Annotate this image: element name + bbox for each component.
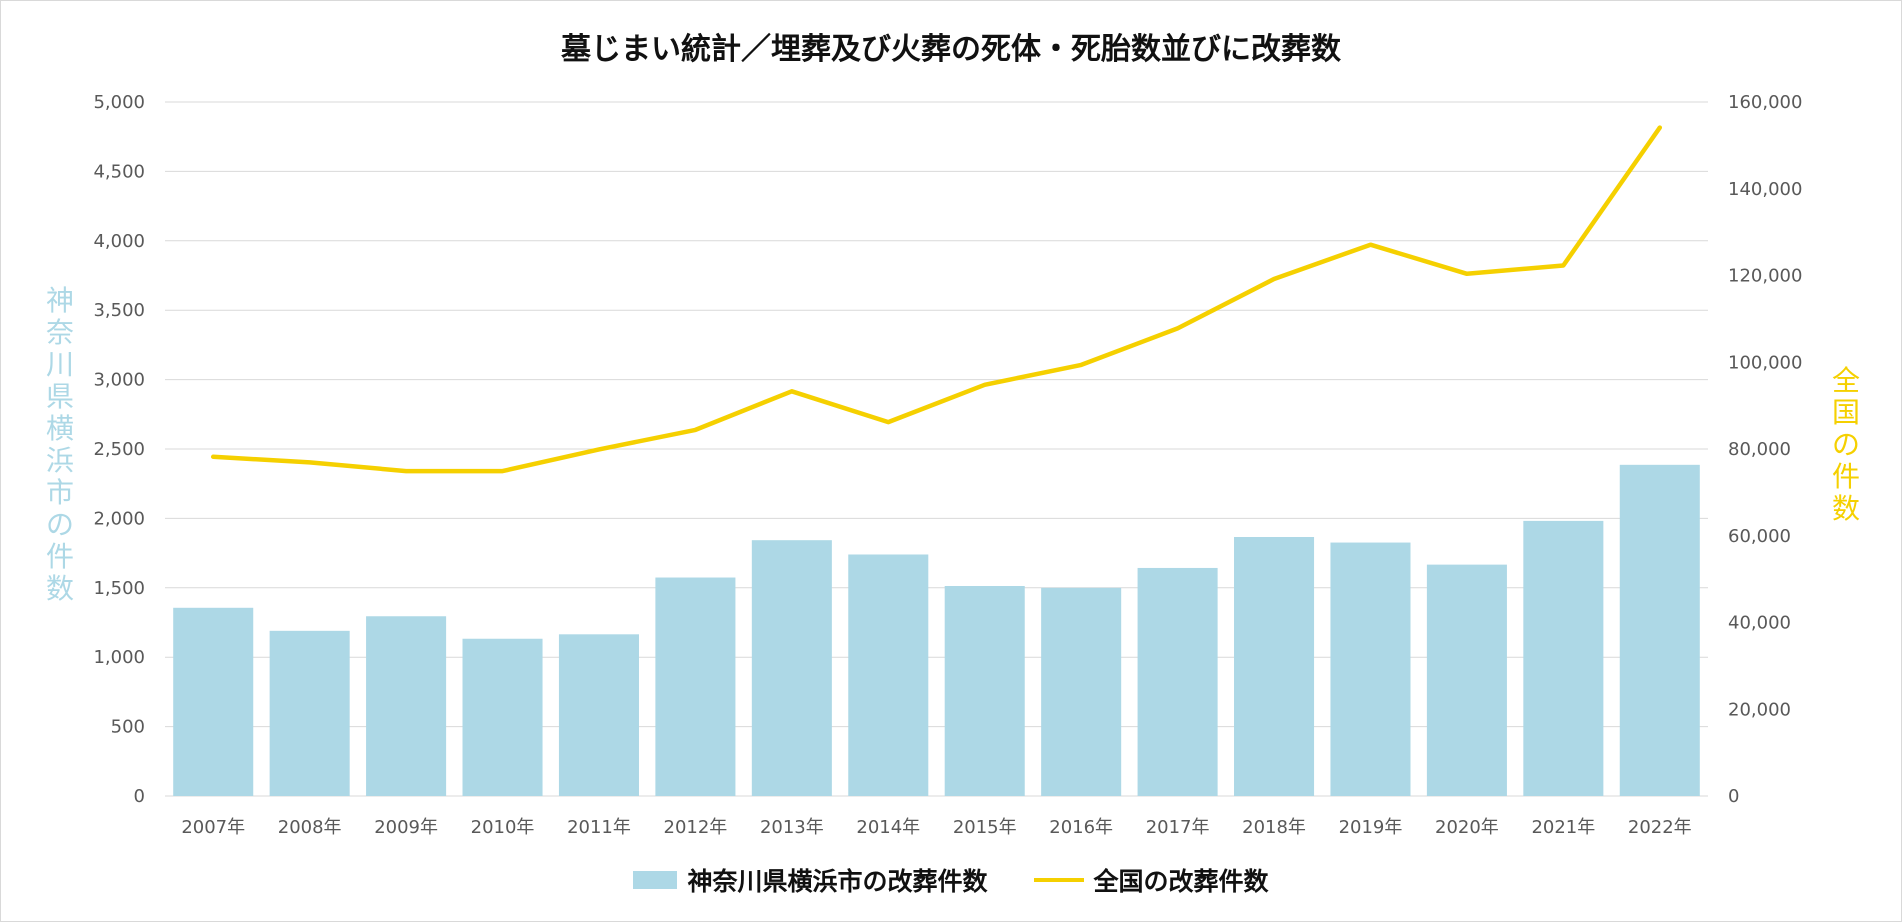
y-right-tick-label: 80,000 bbox=[1728, 439, 1791, 460]
x-tick-label: 2019年 bbox=[1339, 817, 1403, 838]
bar bbox=[1426, 564, 1507, 796]
x-tick-label: 2009年 bbox=[374, 817, 438, 838]
x-tick-label: 2021年 bbox=[1531, 817, 1595, 838]
bar bbox=[1619, 464, 1700, 796]
bar bbox=[173, 607, 254, 796]
series-line bbox=[210, 125, 1663, 474]
y-right-tick-label: 160,000 bbox=[1728, 92, 1802, 113]
y-left-tick-label: 2,000 bbox=[93, 508, 145, 529]
y-left-tick-label: 3,500 bbox=[93, 300, 145, 321]
bar bbox=[1041, 587, 1122, 796]
x-tick-label: 2007年 bbox=[181, 817, 245, 838]
bar bbox=[1234, 536, 1315, 796]
y-left-tick-label: 500 bbox=[111, 717, 145, 738]
legend-swatch-line bbox=[1033, 878, 1084, 882]
x-tick-label: 2017年 bbox=[1146, 817, 1210, 838]
y-left-tick-label: 0 bbox=[134, 786, 145, 807]
legend-item-line: 全国の改葬件数 bbox=[1033, 862, 1269, 898]
x-tick-label: 2018年 bbox=[1242, 817, 1306, 838]
y-right-tick-label: 0 bbox=[1728, 786, 1739, 807]
bar bbox=[269, 630, 350, 796]
x-tick-label: 2010年 bbox=[471, 817, 535, 838]
bar bbox=[1330, 542, 1411, 796]
y-left-tick-label: 4,500 bbox=[93, 161, 145, 182]
y-left-tick-label: 1,000 bbox=[93, 647, 145, 668]
legend: 神奈川県横浜市の改葬件数 全国の改葬件数 bbox=[0, 862, 1902, 898]
y-left-tick-label: 1,500 bbox=[93, 578, 145, 599]
bar bbox=[558, 634, 639, 796]
chart-title: 墓じまい統計／埋葬及び火葬の死体・死胎数並びに改葬数 bbox=[561, 32, 1341, 67]
legend-label-line: 全国の改葬件数 bbox=[1093, 867, 1269, 896]
y-right-tick-label: 100,000 bbox=[1728, 352, 1802, 373]
x-tick-label: 2015年 bbox=[953, 817, 1017, 838]
y-left-tick-label: 3,000 bbox=[93, 370, 145, 391]
x-tick-label: 2020年 bbox=[1435, 817, 1499, 838]
x-tick-label: 2011年 bbox=[567, 817, 631, 838]
legend-item-bars: 神奈川県横浜市の改葬件数 bbox=[633, 862, 988, 898]
y-right-tick-label: 40,000 bbox=[1728, 613, 1791, 634]
y-left-tick-label: 4,000 bbox=[93, 231, 145, 252]
bar bbox=[366, 616, 447, 796]
bar bbox=[751, 540, 832, 796]
bar bbox=[655, 577, 736, 796]
x-tick-label: 2014年 bbox=[856, 817, 920, 838]
y-right-tick-label: 60,000 bbox=[1728, 526, 1791, 547]
x-tick-label: 2008年 bbox=[278, 817, 342, 838]
y-right-tick-label: 140,000 bbox=[1728, 179, 1802, 200]
y-axis-right-label: 全国の件数 bbox=[1831, 364, 1860, 525]
bar bbox=[1523, 520, 1604, 796]
x-tick-label: 2016年 bbox=[1049, 817, 1113, 838]
y-left-tick-label: 2,500 bbox=[93, 439, 145, 460]
legend-label-bars: 神奈川県横浜市の改葬件数 bbox=[687, 867, 988, 896]
x-tick-label: 2013年 bbox=[760, 817, 824, 838]
y-right-tick-label: 20,000 bbox=[1728, 699, 1791, 720]
x-tick-label: 2012年 bbox=[664, 817, 728, 838]
x-tick-label: 2022年 bbox=[1628, 817, 1692, 838]
y-right-tick-label: 120,000 bbox=[1728, 266, 1802, 287]
y-left-tick-label: 5,000 bbox=[93, 92, 145, 113]
legend-swatch-bar bbox=[633, 871, 678, 889]
bar bbox=[944, 585, 1025, 796]
y-axis-left-label: 神奈川県横浜市の件数 bbox=[45, 284, 74, 605]
bar bbox=[1137, 567, 1218, 796]
bar bbox=[462, 638, 543, 796]
bar bbox=[848, 554, 929, 796]
